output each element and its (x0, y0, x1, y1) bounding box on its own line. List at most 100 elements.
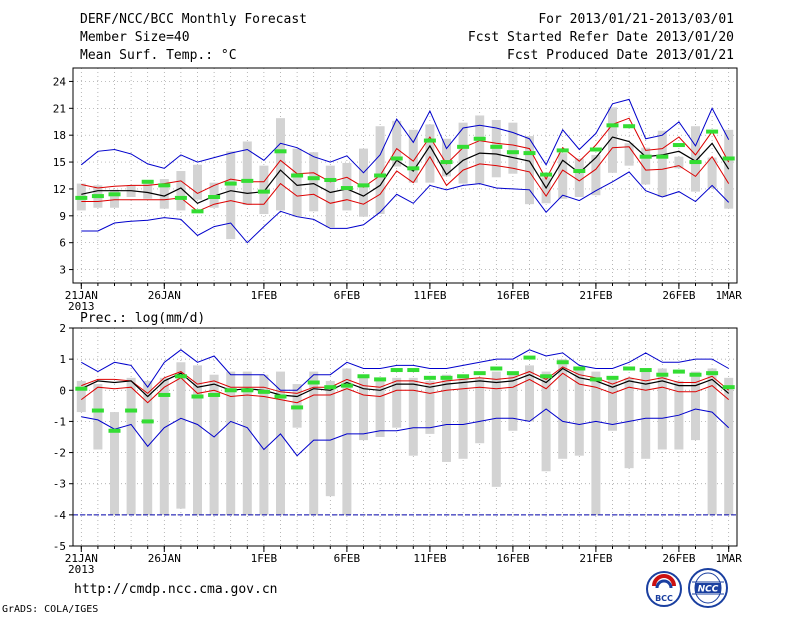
precip-xtick-sublabel: 2013 (68, 563, 95, 576)
temp-xtick-label: 1FEB (251, 289, 278, 302)
precip-obs-marker (307, 380, 320, 385)
temp-spread-bar (110, 189, 119, 208)
temp-ytick-label: 15 (53, 156, 66, 169)
precip-obs-marker (639, 368, 652, 373)
precip-spread-bar (193, 365, 202, 515)
precip-spread-bar (508, 371, 518, 431)
temp-obs-marker (191, 209, 204, 214)
temp-obs-marker (523, 151, 536, 156)
temp-spread-bar (176, 171, 186, 211)
precip-obs-marker (556, 360, 569, 365)
precip-xtick-label: 26JAN (148, 552, 181, 565)
precip-obs-marker (191, 394, 204, 399)
precip-obs-marker (506, 371, 519, 376)
chart-title: DERF/NCC/BCC Monthly Forecast (80, 12, 307, 27)
ncc-logo-icon: NCC (688, 568, 728, 608)
temp-spread-bar (591, 154, 601, 196)
source-url[interactable]: http://cmdp.ncc.cma.gov.cn (74, 582, 278, 597)
precip-spread-bar (242, 371, 252, 515)
precip-xtick-label: 21JAN (65, 552, 98, 565)
temp-obs-marker (75, 195, 88, 200)
precip-spread-bar (93, 384, 103, 450)
precip-obs-marker (75, 386, 88, 391)
precip-xtick-label: 21FEB (579, 552, 612, 565)
precip-spread-bar (76, 380, 86, 413)
temp-xtick-label: 21FEB (579, 289, 612, 302)
temp-spread-bar (724, 129, 734, 209)
precip-spread-bar (159, 377, 169, 515)
temp-ytick-label: 18 (53, 129, 66, 142)
temp-obs-marker (556, 148, 569, 153)
precip-obs-marker (490, 366, 503, 371)
temp-obs-marker (639, 154, 652, 159)
member-size: Member Size=40 (80, 30, 190, 45)
precip-spread-bar (143, 380, 153, 515)
precip-ytick-label: 1 (59, 353, 66, 366)
precip-spread-bar (724, 377, 734, 515)
precip-obs-marker (274, 394, 287, 399)
precip-spread-bar (259, 374, 269, 515)
temp-obs-marker (473, 136, 486, 141)
precip-spread-bar (226, 371, 236, 515)
temp-spread-bar (276, 118, 285, 211)
precip-spread-bar (624, 377, 634, 469)
temp-xtick-label: 26FEB (662, 289, 695, 302)
temp-max-line (80, 98, 730, 174)
temp-obs-marker (108, 192, 121, 197)
temp-obs-marker (307, 176, 320, 181)
temp-frame (72, 67, 738, 284)
precip-obs-marker (606, 375, 619, 380)
precip-ytick-label: -5 (53, 540, 66, 553)
temp-spread-bar (574, 158, 584, 197)
temp-spread-bar (292, 148, 302, 217)
temp-obs-marker (224, 181, 237, 186)
precip-obs-marker (357, 374, 370, 379)
precip-spread-bar (641, 368, 651, 459)
precip-obs-marker (722, 385, 735, 390)
temp-obs-marker (291, 173, 304, 178)
precip-xtick-label: 16FEB (496, 552, 529, 565)
precip-spread-bar (442, 374, 451, 462)
temp-spread-bar (375, 126, 385, 215)
precip-obs-marker (540, 374, 553, 379)
temp-mean-line (81, 136, 730, 205)
temp-ytick-label: 6 (59, 237, 66, 250)
precip-spread-bar (691, 371, 700, 441)
precip-spread-bar (110, 412, 119, 515)
precip-ytick-label: 2 (59, 322, 66, 335)
precip-obs-marker (257, 389, 270, 394)
temp-spread-bar (359, 148, 368, 217)
temp-spread-bar (657, 130, 667, 197)
precip-spread-bar (608, 377, 617, 431)
precip-label: Prec.: log(mm/d) (80, 311, 206, 326)
temp-obs-marker (656, 154, 669, 159)
forecast-period: For 2013/01/21-2013/03/01 (538, 12, 734, 27)
precip-spread-bar (126, 377, 136, 515)
precip-spread-bar (574, 368, 584, 456)
precip-xtick-label: 11FEB (413, 552, 446, 565)
bcc-logo-icon: BCC (646, 571, 682, 607)
temp-spread-bar (541, 177, 551, 204)
precip-spread-bar (458, 374, 468, 459)
fcst-produced-date: Fcst Produced Date 2013/01/21 (507, 48, 734, 63)
temp-obs-marker (324, 177, 337, 182)
precip-spread-bar (209, 374, 219, 515)
precip-obs-marker (473, 371, 486, 376)
precip-frame (72, 327, 738, 547)
temp-spread-bar (641, 147, 651, 185)
precip-obs-marker (440, 375, 453, 380)
temp-obs-marker (423, 138, 436, 143)
precip-xtick-label: 1FEB (251, 552, 278, 565)
precip-ytick-label: -3 (53, 478, 66, 491)
temp-obs-marker (174, 195, 187, 200)
precip-obs-marker (208, 392, 221, 397)
precip-ytick-label: -2 (53, 447, 66, 460)
precip-spread-bar (176, 362, 186, 509)
temp-spread-bar (159, 179, 169, 209)
temp-obs-marker (390, 156, 403, 161)
precip-obs-marker (423, 375, 436, 380)
precip-obs-marker (91, 408, 104, 413)
temp-spread-bar (624, 143, 634, 166)
precip-obs-marker (656, 372, 669, 377)
